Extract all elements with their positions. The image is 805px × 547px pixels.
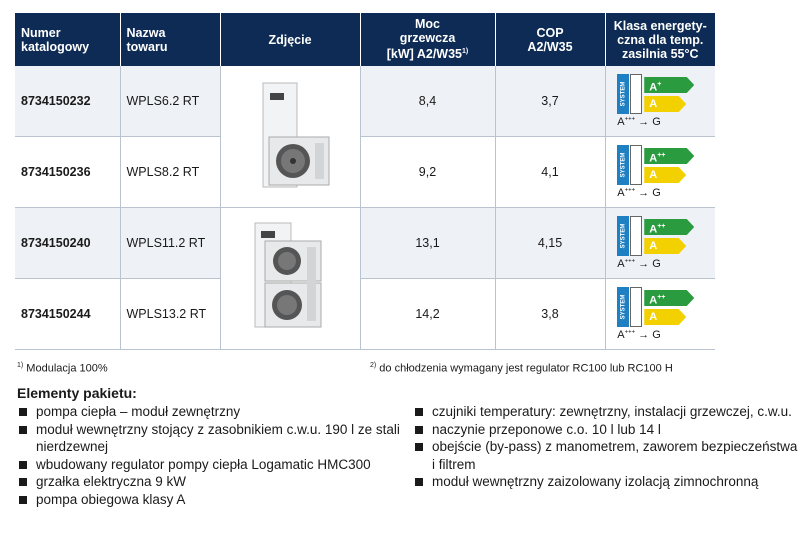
header-cop: COP A2/W35: [495, 13, 606, 66]
energy-scale: A+++ → G: [617, 187, 661, 199]
cop-value: 4,1: [495, 136, 606, 208]
list-item: moduł wewnętrzny stojący z zasobnikiem c…: [17, 421, 402, 456]
product-photo-cell: [220, 66, 361, 208]
energy-label: SYSTEM A++ A A+++ → G: [617, 145, 703, 199]
table-row: 8734150236 WPLS8.2 RT 9,2 4,1 SYSTEM A++ A A+++…: [15, 136, 715, 208]
table-row: 8734150232 WPLS6.2 RT 8,4 3,7 SYSTEM A+ A A+++ …: [15, 66, 715, 208]
energy-label: SYSTEM A++ A A+++ → G: [617, 287, 703, 341]
energy-class-cell: SYSTEM A++ A A+++ → G: [605, 207, 715, 279]
system-tag: SYSTEM: [617, 216, 630, 256]
header-product-name: Nazwa towaru: [120, 13, 221, 66]
energy-class-secondary: A: [644, 309, 687, 325]
energy-scale: A+++ → G: [617, 116, 661, 128]
table-row: 8734150240 WPLS11.2 RT 13,1 4,15 SYSTEM A++ A A…: [15, 207, 715, 350]
energy-class-primary: A++: [644, 148, 695, 164]
radiator-tap-icon: [630, 74, 643, 114]
catalog-number: 8734150236: [15, 136, 121, 208]
package-list-left: pompa ciepła – moduł zewnętrzny moduł wew…: [17, 403, 402, 508]
product-name: WPLS13.2 RT: [120, 278, 221, 350]
heat-pump-photo: [262, 82, 330, 188]
heating-power-value: 9,2: [360, 136, 496, 208]
energy-label: SYSTEM A+ A A+++ → G: [617, 74, 703, 128]
list-item: wbudowany regulator pompy ciepła Logamat…: [17, 456, 402, 474]
list-item: pompa ciepła – moduł zewnętrzny: [17, 403, 402, 421]
list-item: naczynie przeponowe c.o. 10 l lub 14 l: [413, 421, 798, 439]
list-item: pompa obiegowa klasy A: [17, 491, 402, 509]
energy-class-secondary: A: [644, 238, 687, 254]
catalog-number: 8734150232: [15, 66, 121, 137]
energy-class-cell: SYSTEM A+ A A+++ → G: [605, 66, 715, 137]
radiator-tap-icon: [630, 216, 643, 256]
catalog-number: 8734150240: [15, 207, 121, 279]
cop-value: 4,15: [495, 207, 606, 279]
radiator-tap-icon: [630, 287, 643, 327]
product-name: WPLS6.2 RT: [120, 66, 221, 137]
heating-power-value: 13,1: [360, 207, 496, 279]
energy-class-primary: A+: [644, 77, 695, 93]
product-table: Numer katalogowy Nazwa towaru Zdjęcie Moc g…: [15, 13, 715, 350]
footnote-1: 1) Modulacja 100%: [17, 362, 108, 375]
energy-class-secondary: A: [644, 96, 687, 112]
cop-value: 3,8: [495, 278, 606, 350]
package-list-right: czujniki temperatury: zewnętrzny, instal…: [413, 403, 798, 491]
heating-power-value: 8,4: [360, 66, 496, 137]
cop-value: 3,7: [495, 66, 606, 137]
table-header-row: Numer katalogowy Nazwa towaru Zdjęcie Moc g…: [15, 13, 715, 66]
list-item: moduł wewnętrzny zaizolowany izolacją zi…: [413, 473, 798, 491]
energy-scale: A+++ → G: [617, 258, 661, 270]
heat-pump-photo: [254, 222, 322, 328]
list-item: czujniki temperatury: zewnętrzny, instal…: [413, 403, 798, 421]
header-photo: Zdjęcie: [220, 13, 361, 66]
header-heating-power: Moc grzewcza [kW] A2/W351): [360, 13, 496, 66]
energy-class-primary: A++: [644, 219, 695, 235]
list-item: obejście (by-pass) z manometrem, zaworem…: [413, 438, 798, 473]
product-name: WPLS8.2 RT: [120, 136, 221, 208]
list-item: grzałka elektryczna 9 kW: [17, 473, 402, 491]
product-photo-cell: [220, 207, 361, 350]
energy-label: SYSTEM A++ A A+++ → G: [617, 216, 703, 270]
footnote-2: 2) do chłodzenia wymagany jest regulator…: [370, 362, 673, 375]
package-title: Elementy pakietu:: [17, 385, 137, 401]
product-name: WPLS11.2 RT: [120, 207, 221, 279]
system-tag: SYSTEM: [617, 74, 630, 114]
system-tag: SYSTEM: [617, 287, 630, 327]
table-row: 8734150244 WPLS13.2 RT 14,2 3,8 SYSTEM A++ A A+…: [15, 278, 715, 350]
energy-class-secondary: A: [644, 167, 687, 183]
header-catalog-number: Numer katalogowy: [15, 13, 121, 66]
energy-class-cell: SYSTEM A++ A A+++ → G: [605, 278, 715, 350]
energy-scale: A+++ → G: [617, 329, 661, 341]
energy-class-cell: SYSTEM A++ A A+++ → G: [605, 136, 715, 208]
catalog-number: 8734150244: [15, 278, 121, 350]
system-tag: SYSTEM: [617, 145, 630, 185]
heating-power-value: 14,2: [360, 278, 496, 350]
energy-class-primary: A++: [644, 290, 695, 306]
header-energy-class: Klasa energety-czna dla temp. zasilnia 55…: [605, 13, 715, 66]
radiator-tap-icon: [630, 145, 643, 185]
